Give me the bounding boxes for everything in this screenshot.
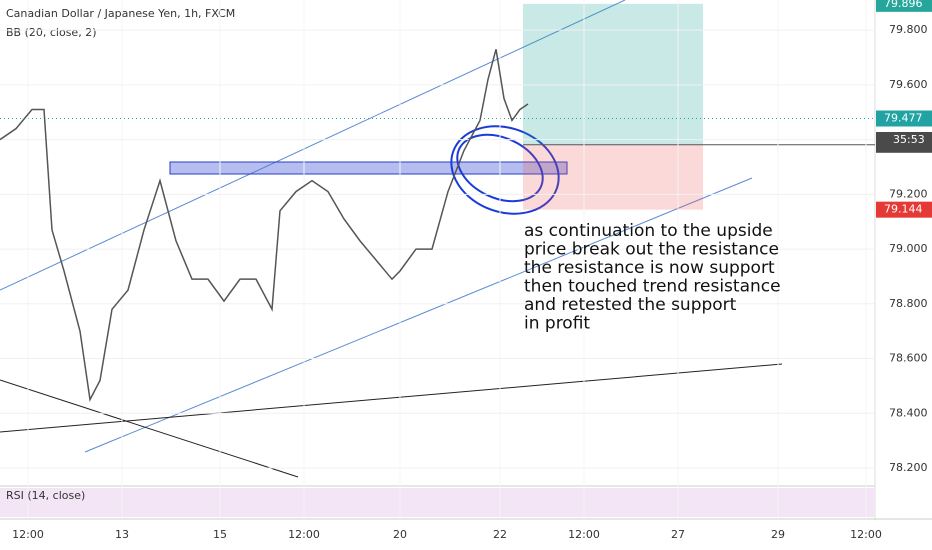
trend-line-2: [0, 379, 299, 478]
annotation: price break out the resistance: [524, 240, 779, 260]
price-tag-label: 79.144: [884, 203, 923, 216]
stop-zone: [523, 144, 703, 210]
resistance-zone: [169, 161, 568, 175]
x-tick-label: 12:00: [12, 528, 44, 541]
target-zone: [523, 3, 703, 145]
x-tick-label: 12:00: [568, 528, 600, 541]
x-tick-label: 13: [115, 528, 129, 541]
y-tick-label: 79.600: [889, 78, 928, 91]
price-line: [0, 49, 529, 403]
price-tag: [876, 110, 932, 127]
y-tick-label: 78.200: [889, 461, 928, 474]
indicator-label: BB (20, close, 2): [6, 26, 97, 39]
price-tag: [876, 201, 932, 218]
annotation: as continuation to the upside: [524, 221, 773, 241]
x-tick-label: 29: [771, 528, 785, 541]
y-tick-label: 79.200: [889, 187, 928, 200]
rsi-band: [0, 488, 875, 517]
x-tick-label: 20: [393, 528, 407, 541]
annotation: then touched trend resistance: [524, 277, 781, 297]
y-tick-label: 78.800: [889, 297, 928, 310]
trend-line: [0, 363, 783, 433]
annotation: in profit: [524, 314, 590, 334]
drawings: [0, 0, 783, 478]
x-tick-label: 22: [493, 528, 507, 541]
chart-title: Canadian Dollar / Japanese Yen, 1h, FXCM: [6, 7, 235, 20]
circle-mark: [450, 125, 560, 215]
y-tick-label: 79.800: [889, 23, 928, 36]
x-tick-label: 15: [213, 528, 227, 541]
rsi-label: RSI (14, close): [6, 489, 85, 502]
x-tick-label: 12:00: [288, 528, 320, 541]
y-tick-label: 78.400: [889, 406, 928, 419]
circle-mark: [456, 133, 544, 203]
price-tag: [876, 0, 932, 12]
price-tag-label: 79.477: [884, 112, 923, 125]
countdown: 35:53: [893, 133, 925, 146]
y-tick-label: 79.000: [889, 242, 928, 255]
price-tag-label: 79.896: [884, 0, 923, 10]
x-tick-label: 12:00: [850, 528, 882, 541]
x-tick-label: 27: [671, 528, 685, 541]
channel-top: [0, 0, 626, 291]
annotation: the resistance is now support: [524, 258, 775, 278]
annotation: and retested the support: [524, 295, 737, 315]
channel-bottom: [84, 177, 753, 453]
countdown-bg: [876, 132, 932, 148]
y-tick-label: 78.600: [889, 352, 928, 365]
